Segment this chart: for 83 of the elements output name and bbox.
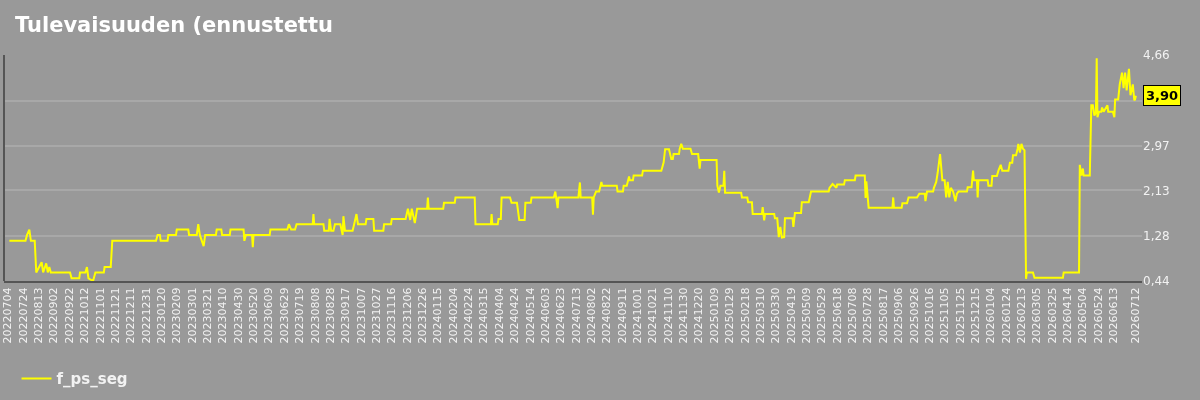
- y-tick-label: 1,28: [1143, 229, 1170, 244]
- annotation: 3,90: [1146, 88, 1179, 103]
- x-tick-label: 20231007: [354, 287, 368, 344]
- x-tick-label: 20230520: [247, 287, 261, 344]
- x-tick-label: 20230808: [308, 287, 322, 344]
- line-series: [8, 57, 1137, 281]
- x-tick-label: 20240115: [431, 287, 445, 344]
- y-tick-label: 2,13: [1143, 183, 1170, 198]
- x-tick-label: 20240911: [615, 287, 629, 344]
- y-tick-label: 0,44: [1143, 274, 1170, 289]
- x-tick-label: 20260504: [1076, 287, 1090, 344]
- x-tick-label: 20240514: [523, 287, 537, 344]
- x-tick-label: 20250906: [892, 287, 906, 344]
- x-tick-label: 20250728: [861, 287, 875, 344]
- x-tick-label: 20220724: [16, 287, 30, 344]
- x-tick-label: 20250129: [723, 287, 737, 344]
- x-tick-label: 20231206: [400, 287, 414, 344]
- x-tick-label: 20240802: [585, 287, 599, 344]
- x-tick-label: 20241220: [692, 287, 706, 344]
- x-tick-label: 20260524: [1091, 287, 1105, 344]
- x-tick-label: 20250330: [769, 287, 783, 344]
- x-tick-label: 20230917: [339, 287, 353, 344]
- x-tick-label: 20260124: [999, 287, 1013, 344]
- x-tick-label: 20240713: [569, 287, 583, 344]
- x-tick-label: 20220902: [47, 287, 61, 344]
- x-tick-label: 20241110: [661, 287, 675, 344]
- x-tick-label: 20250109: [707, 287, 721, 344]
- x-tick-label: 20251105: [938, 287, 952, 344]
- x-tick-label: 20230321: [201, 287, 215, 344]
- x-tick-label: 20251016: [922, 287, 936, 344]
- x-tick-label: 20240424: [508, 287, 522, 344]
- x-tick-label: 20260613: [1107, 287, 1121, 344]
- x-tick-label: 20241021: [646, 287, 660, 344]
- x-tick-label: 20241130: [677, 287, 691, 344]
- x-tick-label: 20260104: [984, 287, 998, 344]
- x-tick-label: 20240822: [600, 287, 614, 344]
- x-tick-label: 20220813: [32, 287, 46, 344]
- x-tick-label: 20250529: [815, 287, 829, 344]
- x-tick-label: 20220922: [62, 287, 76, 344]
- x-tick-label: 20221101: [93, 287, 107, 344]
- x-tick-label: 20230609: [262, 287, 276, 344]
- x-tick-label: 20260712: [1129, 287, 1143, 344]
- x-tick-label: 20250509: [800, 287, 814, 344]
- x-tick-label: 20260325: [1045, 287, 1059, 344]
- y-tick-label: 2,97: [1143, 138, 1170, 153]
- x-tick-label: 20250419: [784, 287, 798, 344]
- x-tick-label: 20240623: [554, 287, 568, 344]
- legend-label: f_ps_seg: [56, 370, 128, 389]
- x-tick-label: 20240404: [492, 287, 506, 344]
- x-tick-label: 20260414: [1061, 287, 1075, 344]
- x-tick-label: 20230629: [277, 287, 291, 344]
- x-tick-label: 20220704: [1, 287, 15, 344]
- x-tick-label: 20221012: [78, 287, 92, 344]
- x-tick-label: 20251125: [953, 287, 967, 344]
- x-tick-label: 20230828: [323, 287, 337, 344]
- x-tick-label: 20221231: [139, 287, 153, 344]
- x-tick-label: 20250310: [753, 287, 767, 344]
- x-tick-label: 20231226: [416, 287, 430, 344]
- x-tick-label: 20240204: [446, 287, 460, 344]
- x-tick-label: 20230301: [185, 287, 199, 344]
- x-tick-label: 20251215: [968, 287, 982, 344]
- x-tick-label: 20240224: [462, 287, 476, 344]
- x-tick-label: 20230120: [154, 287, 168, 344]
- x-tick-label: 20221211: [124, 287, 138, 344]
- x-tick-label: 20230430: [231, 287, 245, 344]
- x-tick-label: 20240603: [538, 287, 552, 344]
- x-tick-label: 20221121: [108, 287, 122, 344]
- x-tick-label: 20230410: [216, 287, 230, 344]
- x-tick-label: 20241001: [631, 287, 645, 344]
- x-tick-label: 20250618: [830, 287, 844, 344]
- x-tick-label: 20231027: [370, 287, 383, 344]
- y-tick-label: 4,66: [1143, 48, 1170, 63]
- x-tick-label: 20231116: [385, 287, 399, 344]
- x-tick-label: 20250708: [846, 287, 860, 344]
- x-tick-label: 20240315: [477, 287, 491, 344]
- x-tick-label: 20260213: [1015, 287, 1029, 344]
- x-tick-label: 20230719: [293, 287, 307, 344]
- chart-title: Tulevaisuuden (ennustettu: [15, 13, 333, 38]
- x-tick-label: 20250926: [907, 287, 921, 344]
- x-tick-label: 20250817: [876, 287, 890, 344]
- x-tick-label: 20230209: [170, 287, 184, 344]
- x-tick-label: 20250218: [738, 287, 752, 344]
- x-tick-label: 20260305: [1030, 287, 1044, 344]
